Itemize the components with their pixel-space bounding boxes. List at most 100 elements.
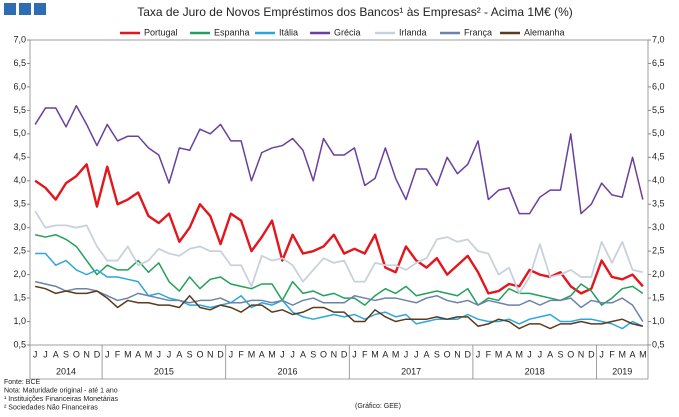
series-line [35, 252, 644, 330]
x-tick-label: M [268, 349, 276, 359]
year-label: 2017 [401, 366, 421, 376]
x-tick-label: J [33, 349, 38, 359]
x-tick-label: N [454, 349, 461, 359]
x-tick-label: J [229, 349, 234, 359]
x-tick-label: S [434, 349, 440, 359]
logo-square [4, 3, 16, 15]
x-tick-label: M [516, 349, 524, 359]
y2-tick-label: 1,5 [652, 292, 665, 302]
note: Fonte: BCE [4, 379, 41, 386]
logo-square [34, 3, 46, 15]
note: ¹ Instituições Financeiras Monetárias [4, 396, 118, 403]
x-tick-label: N [578, 349, 585, 359]
x-tick-label: A [135, 349, 141, 359]
x-tick-label: F [486, 349, 492, 359]
legend-label: Alemanha [524, 27, 565, 37]
x-tick-label: M [124, 349, 132, 359]
y-tick-label: 5,5 [13, 105, 26, 115]
x-tick-label: S [63, 349, 69, 359]
x-tick-label: J [43, 349, 48, 359]
x-tick-label: A [547, 349, 553, 359]
credit: (Gráfico: GEE) [355, 403, 401, 410]
x-tick-label: J [527, 349, 532, 359]
x-tick-label: J [167, 349, 172, 359]
x-tick-label: A [259, 349, 265, 359]
y2-tick-label: 3,5 [652, 199, 665, 209]
x-tick-label: N [83, 349, 90, 359]
series-line [34, 163, 644, 295]
x-tick-label: J [476, 349, 481, 359]
y2-tick-label: 0,5 [652, 339, 665, 349]
y-tick-label: 4,5 [13, 152, 26, 162]
x-tick-label: M [639, 349, 647, 359]
legend-label: Grécia [334, 27, 361, 37]
y-tick-label: 5,0 [13, 128, 26, 138]
y2-tick-label: 2,5 [652, 246, 665, 256]
x-tick-label: J [157, 349, 162, 359]
x-tick-label: J [105, 349, 110, 359]
y2-tick-label: 3,0 [652, 222, 665, 232]
series-line [34, 104, 644, 215]
note: ² Sociedades Não Financeiras [4, 404, 98, 411]
x-tick-label: J [414, 349, 419, 359]
x-tick-label: O [444, 349, 451, 359]
x-tick-label: D [341, 349, 348, 359]
chart-title: Taxa de Juro de Novos Empréstimos dos Ba… [137, 5, 573, 19]
x-tick-label: O [320, 349, 327, 359]
legend-label: Espanha [214, 27, 250, 37]
x-tick-label: M [619, 349, 627, 359]
x-tick-label: F [362, 349, 368, 359]
y-tick-label: 3,5 [13, 199, 26, 209]
x-tick-label: D [588, 349, 595, 359]
x-tick-label: F [238, 349, 244, 359]
x-tick-label: J [404, 349, 409, 359]
note: Nota: Maturidade original - até 1 ano [4, 387, 118, 394]
x-tick-label: N [331, 349, 338, 359]
x-tick-label: S [557, 349, 563, 359]
y-tick-label: 3,0 [13, 222, 26, 232]
x-tick-label: S [310, 349, 316, 359]
x-tick-label: F [115, 349, 121, 359]
x-tick-label: D [217, 349, 224, 359]
x-tick-label: O [567, 349, 574, 359]
x-tick-label: A [424, 349, 430, 359]
y2-tick-label: 4,5 [652, 152, 665, 162]
y2-tick-label: 5,5 [652, 105, 665, 115]
legend-label: Portugal [144, 27, 178, 37]
x-tick-label: S [187, 349, 193, 359]
x-tick-label: J [352, 349, 357, 359]
x-tick-label: J [290, 349, 295, 359]
year-label: 2018 [525, 366, 545, 376]
y-tick-label: 1,0 [13, 316, 26, 326]
y-tick-label: 1,5 [13, 292, 26, 302]
y2-tick-label: 1,0 [652, 316, 665, 326]
y-tick-label: 2,0 [13, 269, 26, 279]
x-tick-label: D [94, 349, 101, 359]
x-tick-label: M [248, 349, 256, 359]
x-tick-label: J [538, 349, 543, 359]
x-tick-label: N [207, 349, 214, 359]
x-tick-label: A [630, 349, 636, 359]
y2-tick-label: 5,0 [652, 128, 665, 138]
legend-label: Irlanda [399, 27, 427, 37]
year-label: 2019 [612, 366, 632, 376]
x-tick-label: M [145, 349, 153, 359]
x-tick-label: O [73, 349, 80, 359]
x-tick-label: A [382, 349, 388, 359]
y-tick-label: 2,5 [13, 246, 26, 256]
logo-square [19, 3, 31, 15]
x-tick-label: M [392, 349, 400, 359]
series-line [34, 285, 644, 330]
y-tick-label: 7,0 [13, 34, 26, 44]
y-tick-label: 4,0 [13, 175, 26, 185]
y-tick-label: 6,0 [13, 81, 26, 91]
y2-tick-label: 6,5 [652, 58, 665, 68]
y2-tick-label: 2,0 [652, 269, 665, 279]
y2-tick-label: 7,0 [652, 34, 665, 44]
x-tick-label: J [599, 349, 604, 359]
x-tick-label: A [300, 349, 306, 359]
year-label: 2016 [277, 366, 297, 376]
x-tick-label: A [506, 349, 512, 359]
x-tick-label: A [53, 349, 59, 359]
series-line [34, 280, 644, 322]
